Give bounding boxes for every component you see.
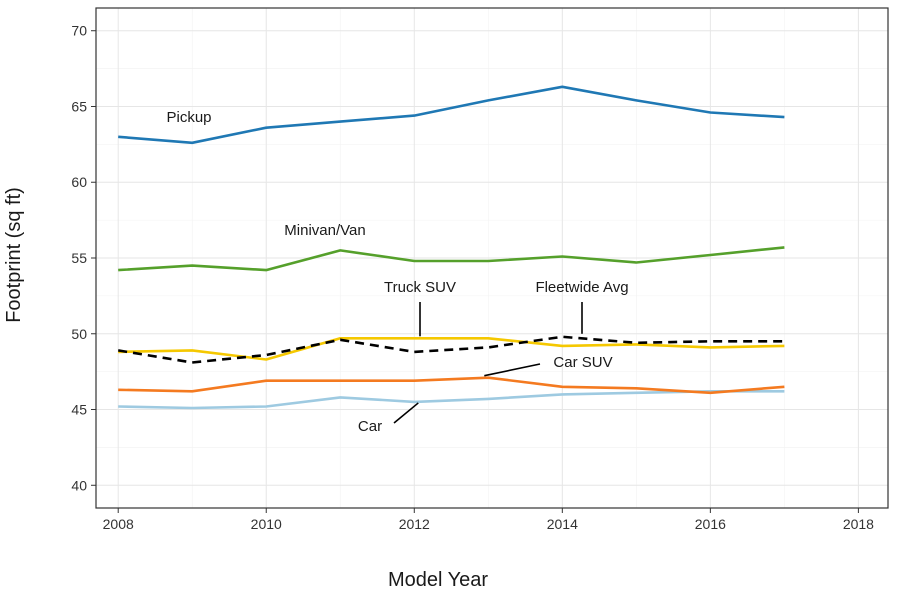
series-line-fleetwide-avg [117, 335, 785, 364]
label-callouts [393, 302, 583, 424]
x-axis-title: Model Year [388, 569, 488, 591]
series-label-truck-suv: Truck SUV [384, 279, 456, 296]
x-tick-label-2018: 2018 [843, 516, 874, 532]
y-tick-label-70: 70 [71, 23, 87, 39]
y-tick-label-45: 45 [71, 402, 87, 418]
series-label-fleetwide-avg: Fleetwide Avg [535, 279, 628, 296]
series-label-car: Car [358, 418, 382, 435]
car-leader-line [393, 402, 419, 424]
series-label-minivan-van: Minivan/Van [284, 222, 365, 239]
series-line-minivan-van [118, 246, 785, 272]
major-gridlines [96, 8, 888, 508]
series-label-pickup: Pickup [166, 109, 211, 126]
series-lines [117, 85, 785, 410]
x-tick-label-2014: 2014 [547, 516, 578, 532]
series-line-car-suv [118, 376, 785, 395]
x-tick-label-2008: 2008 [103, 516, 134, 532]
x-tick-label-2010: 2010 [251, 516, 282, 532]
x-tick-label-2012: 2012 [399, 516, 430, 532]
y-tick-label-55: 55 [71, 250, 87, 266]
series-line-truck-suv [118, 336, 785, 361]
y-tick-label-65: 65 [71, 98, 87, 114]
series-label-car-suv: Car SUV [553, 354, 612, 371]
y-tick-label-40: 40 [71, 477, 87, 493]
series-line-car [118, 389, 785, 410]
y-tick-label-60: 60 [71, 174, 87, 190]
y-axis-title: Footprint (sq ft) [3, 187, 25, 323]
axis-ticks [91, 30, 859, 513]
car-suv-leader-line [484, 363, 541, 377]
axis-tick-labels: 2008 2010 2012 2014 2016 2018 40 45 50 55 60 65 70 [71, 23, 874, 532]
series-line-pickup [118, 85, 785, 145]
x-tick-label-2016: 2016 [695, 516, 726, 532]
y-tick-label-50: 50 [71, 326, 87, 342]
